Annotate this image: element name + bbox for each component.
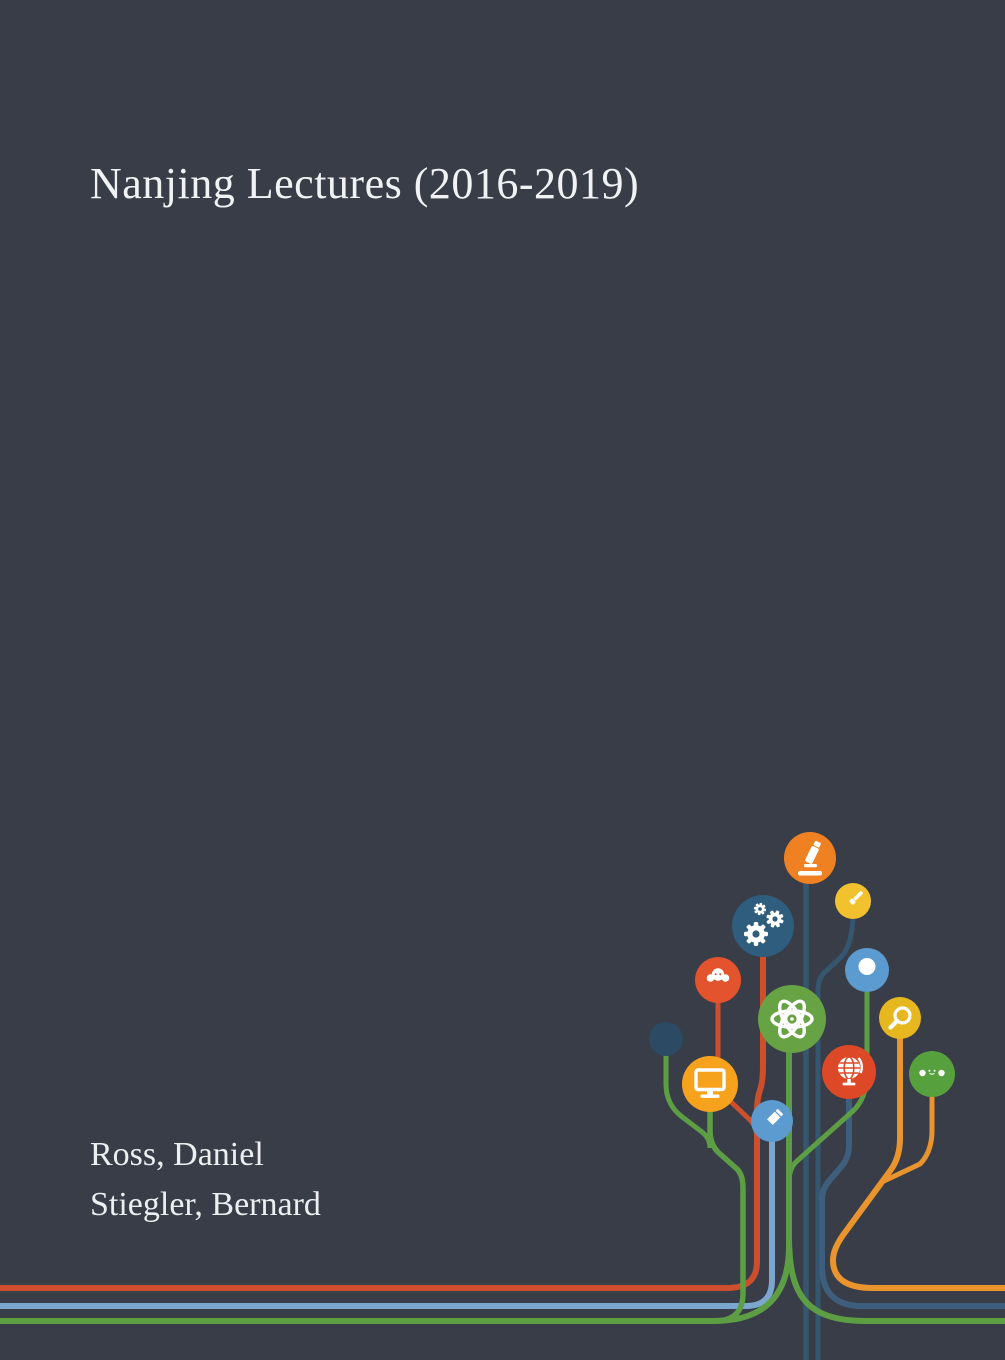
author-name: Ross, Daniel (90, 1136, 264, 1173)
tree-lines (0, 870, 1005, 1360)
monitor-stem (698, 1110, 746, 1324)
pencil-icon (751, 1100, 793, 1142)
magnifier-stem (830, 1036, 1005, 1291)
globe-icon (822, 1045, 876, 1099)
girl-icon (909, 1051, 955, 1097)
microscope-icon (784, 832, 836, 884)
lightbulb-icon (845, 948, 889, 992)
atom-icon (758, 985, 826, 1053)
author-name: Stiegler, Bernard (90, 1186, 321, 1223)
person-icon (695, 957, 741, 1003)
globe-stem (819, 1095, 1005, 1309)
magnifier-icon (879, 997, 921, 1039)
monitor-icon (682, 1056, 738, 1112)
gears-icon (732, 895, 794, 957)
atom-trunk-right (786, 1234, 1005, 1324)
paintbrush-stem (815, 911, 856, 1360)
chat-bubbles-icon (649, 1022, 683, 1056)
pencil-stem (0, 1140, 775, 1309)
book-title: Nanjing Lectures (2016-2019) (90, 159, 640, 208)
girl-stem (882, 1094, 935, 1184)
gears-stem (0, 952, 766, 1291)
authors-block: Ross, Daniel Stiegler, Bernard (90, 1130, 321, 1230)
paintbrush-icon (835, 883, 871, 919)
